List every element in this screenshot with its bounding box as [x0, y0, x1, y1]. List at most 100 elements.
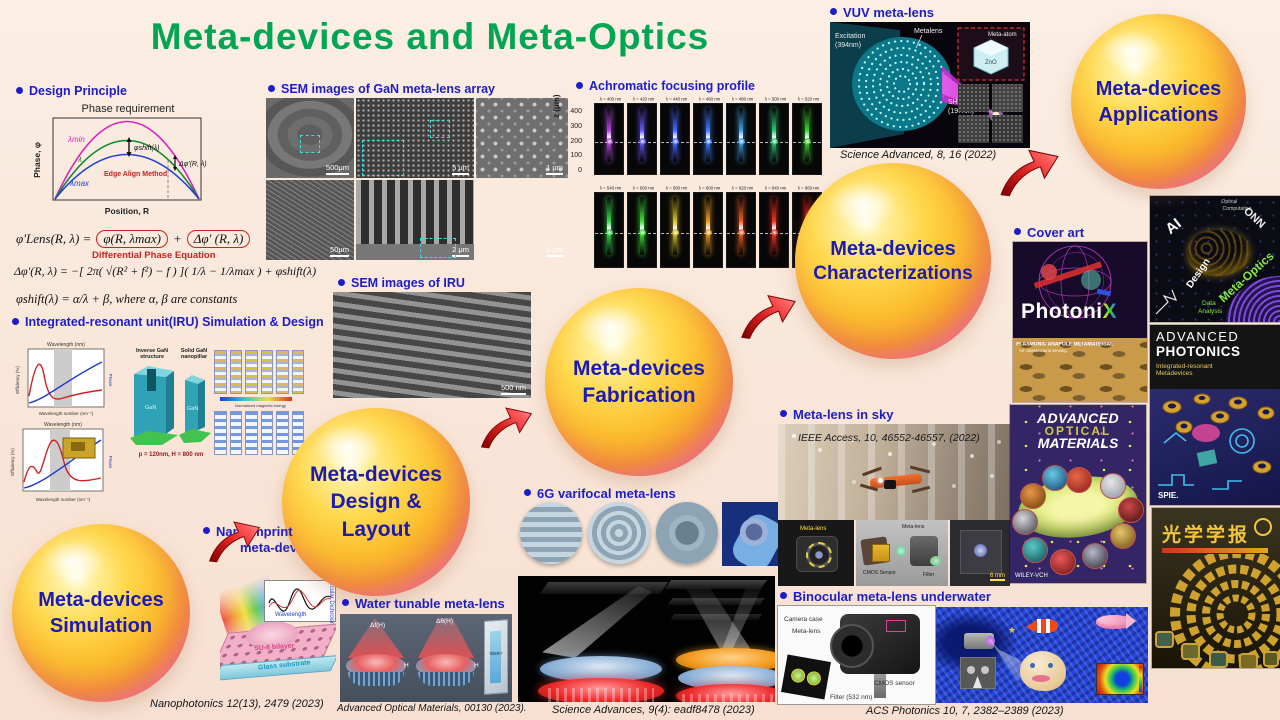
- flow-arrow-icon: [1000, 149, 1059, 197]
- fish-eye: [1030, 663, 1035, 668]
- svg-text:GaN: GaN: [145, 405, 156, 411]
- cover-photonix: PhotoniX PLASMONIC ANAPOLE METAMATERIAL …: [1013, 242, 1147, 402]
- focal-annotation: Δf(H): [370, 622, 386, 629]
- focusing-panel: [660, 103, 690, 175]
- nanoimprint-image: Wavelength Circular Dichroism SU-8 bilay…: [220, 560, 336, 694]
- wavelength-label: λ = 560 nm: [632, 186, 655, 191]
- iru-spectrum-chart-1: Wavelength (nm) Efficiency (%) Phase Wav…: [15, 342, 112, 416]
- svg-text:Metalens: Metalens: [914, 28, 943, 35]
- wavelength-label: λ = 640 nm: [764, 186, 787, 191]
- svg-text:Phase requirement: Phase requirement: [82, 103, 175, 115]
- aom-title-2: OPTICAL: [1044, 424, 1112, 438]
- bullet-icon: [780, 592, 787, 599]
- wedge: [973, 676, 982, 688]
- sphere-fabrication: Meta-devices Fabrication: [545, 288, 733, 476]
- focusing-panel: [759, 103, 789, 175]
- sphere-characterizations: Meta-devices Characterizations: [795, 163, 991, 359]
- achromatic-row1: λ = 400 nm λ = 420 nm λ = 440 nm: [594, 94, 822, 175]
- focusing-panel: [627, 192, 657, 268]
- cover-advanced-photonics: ADVANCED PHOTONICS Integrated-resonant M…: [1150, 325, 1280, 505]
- ytick-label: 200: [570, 137, 582, 145]
- gxxb-title: 光学学报: [1162, 525, 1251, 546]
- aom-inset-sphere: [1020, 483, 1046, 509]
- drone-camera: [884, 480, 896, 489]
- sphere-applications: Meta-devices Applications: [1071, 14, 1246, 189]
- svg-text:λmax: λmax: [69, 179, 90, 188]
- onn-label: ONN: [1241, 205, 1268, 231]
- wavelength-label: λ = 660 nm: [797, 186, 820, 191]
- ytick-label: 400: [570, 108, 582, 115]
- svg-text:Efficiency (%): Efficiency (%): [15, 366, 20, 394]
- vuv-image: Excitation (394nm) Metalens SHG (197nm) …: [830, 22, 1030, 148]
- lens-in-hand-photo: [722, 502, 786, 566]
- water-column: [490, 630, 501, 684]
- iru-field-profiles: Normalized magnetic energy: [214, 350, 304, 455]
- svg-text:Edge Align Method: Edge Align Method: [104, 171, 167, 178]
- data-label: Data: [1202, 300, 1216, 307]
- equation-term-2: Δφ′ (R, λ): [186, 230, 251, 248]
- metalens-label: Meta-lens: [901, 524, 925, 530]
- svg-text:Phase: Phase: [108, 456, 112, 469]
- svg-text:p = 120nm, H = 800 nm: p = 120nm, H = 800 nm: [139, 452, 204, 458]
- filter-label: Filter: [923, 572, 935, 578]
- scale-bar-label: 50μm: [330, 245, 349, 257]
- wavelength-label: λ = 460 nm: [698, 97, 721, 102]
- cover-art-header: Cover art: [1014, 225, 1084, 240]
- svg-text:Wavelength number (nm⁻¹): Wavelength number (nm⁻¹): [36, 497, 91, 502]
- disparity-inset: [960, 657, 996, 689]
- svg-text:Position, R: Position, R: [105, 206, 149, 216]
- scale-bar-label: 500 nm: [500, 383, 526, 395]
- binocular-camera-image: Camera case Meta-lens CMOS sensor Filter…: [777, 605, 936, 705]
- aom-inset-sphere: [1022, 537, 1048, 563]
- focusing-panel: [792, 103, 822, 175]
- metalens-label: Meta-lens: [792, 628, 821, 635]
- bullet-icon: [1014, 228, 1021, 235]
- aom-inset-sphere: [1012, 509, 1038, 535]
- zoom-region-box: [362, 140, 404, 176]
- wavelength-label: λ = 440 nm: [665, 97, 688, 102]
- varifocal-lens-photo: [520, 502, 582, 564]
- sem-panel: 1 μm: [476, 180, 568, 260]
- nanoimprint-citation: Nanophotonics 12(13), 2479 (2023): [150, 698, 324, 710]
- equation-1: φ′Lens(R, λ) = φ(R, λmax) + Δφ′ (R, λ): [16, 230, 251, 248]
- metalens-layer-blue: [540, 656, 662, 682]
- ai-label: AI: [1162, 215, 1185, 238]
- ap-subtitle-2: Metadevices: [1156, 370, 1193, 377]
- sem-panel: 1 μm: [476, 98, 568, 178]
- wavelength-label: λ = 580 nm: [665, 186, 688, 191]
- fish-stripe: [1046, 619, 1050, 633]
- aom-inset-sphere: [1118, 497, 1144, 523]
- blobfish: [1020, 651, 1066, 691]
- gxxb-banner: [1162, 548, 1268, 553]
- binocular-header: Binocular meta-lens underwater: [780, 589, 991, 604]
- varifocal-lens-photo: [656, 502, 718, 564]
- ap-body: SPIE.: [1150, 389, 1280, 505]
- wavelength-label: λ = 420 nm: [632, 97, 655, 102]
- svg-text:Inverse GaN: Inverse GaN: [136, 348, 168, 354]
- camera-lens: [830, 624, 874, 668]
- varifocal-lens-photo: [588, 502, 650, 564]
- metalens-pair-dot: [790, 667, 807, 684]
- bullet-icon: [780, 410, 787, 417]
- svg-text:structure: structure: [140, 354, 164, 360]
- scale-bar-label: 6 mm: [990, 573, 1005, 581]
- fish-stripe: [1037, 619, 1041, 633]
- achromatic-header: Achromatic focusing profile: [576, 79, 755, 93]
- ap-subtitle-1: Integrated-resonant: [1156, 363, 1213, 370]
- svg-text:Wavelength (nm): Wavelength (nm): [47, 342, 85, 348]
- bullet-icon: [830, 8, 837, 15]
- fish-eye: [1048, 663, 1053, 668]
- svg-text:nanopillar: nanopillar: [181, 354, 208, 360]
- ap-header: ADVANCED PHOTONICS Integrated-resonant M…: [1150, 325, 1280, 393]
- aom-publisher: WILEY-VCH: [1015, 573, 1048, 579]
- starfish-icon: ★: [1008, 625, 1017, 635]
- beam-streaks: [548, 688, 654, 702]
- meta-lens-element: [896, 546, 906, 556]
- iru-design-header: Integrated-resonant unit(IRU) Simulation…: [12, 315, 324, 329]
- vuv-citation: Science Advanced, 8, 16 (2022): [840, 149, 997, 161]
- ytick-label: 0: [578, 167, 582, 174]
- wavelength-label: λ = 400 nm: [599, 97, 622, 102]
- flow-arrow-icon: [209, 521, 260, 563]
- cmos-label: CMOS sensor: [874, 680, 915, 687]
- bullet-icon: [16, 87, 23, 94]
